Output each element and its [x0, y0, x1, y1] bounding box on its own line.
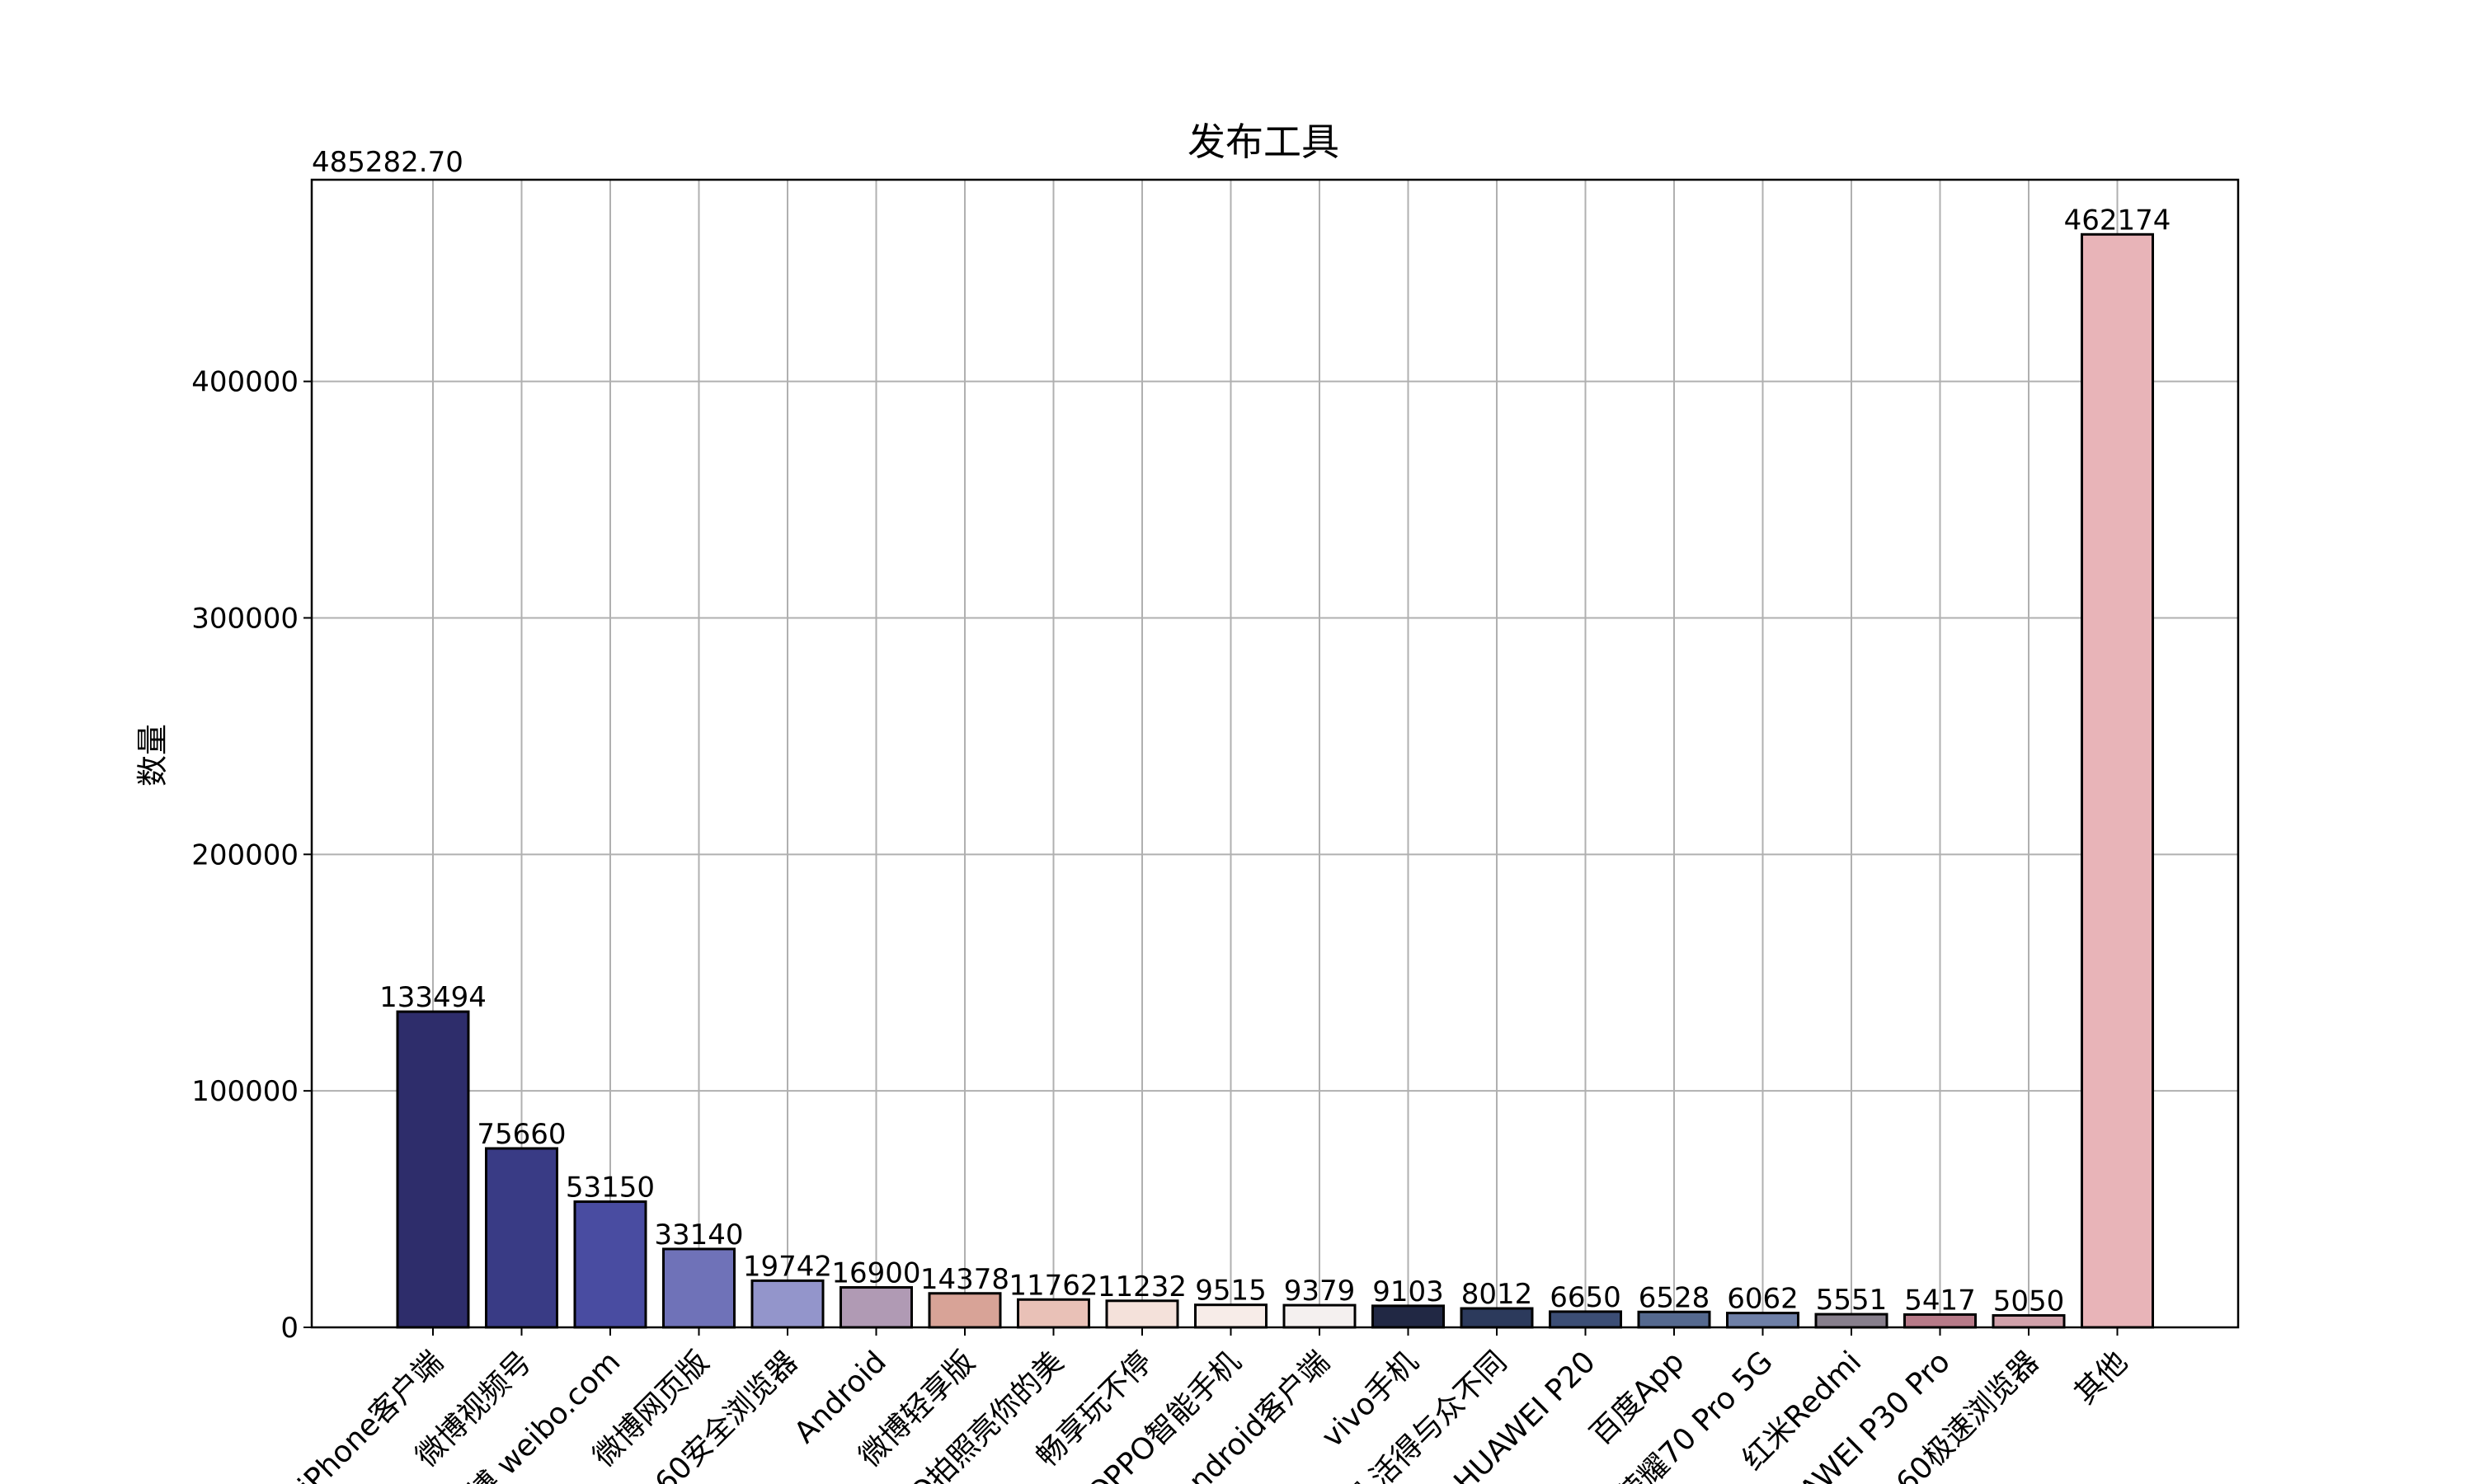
bar-value-label: 6650 [1550, 1281, 1621, 1314]
plot-area-frame [310, 178, 2240, 1329]
bar [1460, 1307, 1534, 1329]
bar-value-label: 19742 [743, 1250, 832, 1283]
bar-value-label: 75660 [477, 1118, 566, 1151]
bar-value-label: 5050 [1993, 1285, 2065, 1318]
bars [396, 232, 2154, 1329]
y-tick-label: 0 [280, 1312, 299, 1345]
bar [1282, 1303, 1357, 1329]
bar-value-label: 6528 [1639, 1281, 1710, 1314]
y-axis-label: 数量 [134, 724, 171, 787]
chart-title: 发布工具 [1188, 120, 1339, 164]
bar-value-label: 5417 [1904, 1284, 1976, 1317]
bar-value-label: 53150 [566, 1172, 655, 1205]
bar-value-label: 16900 [831, 1257, 920, 1290]
y-tick-label: 300000 [191, 602, 299, 635]
bar-value-label: 9515 [1195, 1275, 1267, 1308]
grid-lines [312, 180, 2238, 1327]
bar-value-label: 462174 [2064, 204, 2171, 237]
bar-value-label: 14378 [920, 1263, 1009, 1296]
bar [573, 1200, 647, 1329]
bar [1194, 1303, 1268, 1329]
bar [750, 1279, 825, 1329]
y-tick-label: 400000 [191, 366, 299, 399]
bar-value-label: 33140 [654, 1219, 743, 1252]
bar-value-label: 6062 [1727, 1283, 1799, 1316]
bar [2081, 232, 2154, 1329]
bar [396, 1010, 470, 1329]
x-tick-label: 其他 [2068, 1345, 2134, 1411]
bar [1105, 1299, 1179, 1329]
bar [928, 1292, 1002, 1329]
bar-value-label: 5551 [1816, 1284, 1888, 1317]
bar [840, 1286, 913, 1329]
bar [1017, 1298, 1090, 1329]
bar-value-label: 133494 [379, 981, 487, 1014]
y-axis-max-label: 485282.70 [312, 146, 463, 179]
bar-value-label: 9379 [1284, 1275, 1356, 1308]
bar-value-label: 8012 [1461, 1278, 1533, 1311]
y-tick-label: 100000 [191, 1075, 299, 1108]
bar-value-label: 11762 [1009, 1269, 1098, 1302]
bar [1371, 1304, 1445, 1329]
bar [662, 1247, 736, 1329]
y-tick-label: 200000 [191, 838, 299, 871]
bar [485, 1147, 558, 1329]
bar-value-label: 11232 [1098, 1270, 1187, 1303]
y-axis-ticks: 0 100000 200000 300000 400000 [191, 366, 312, 1345]
bar-value-label: 9103 [1372, 1275, 1444, 1308]
